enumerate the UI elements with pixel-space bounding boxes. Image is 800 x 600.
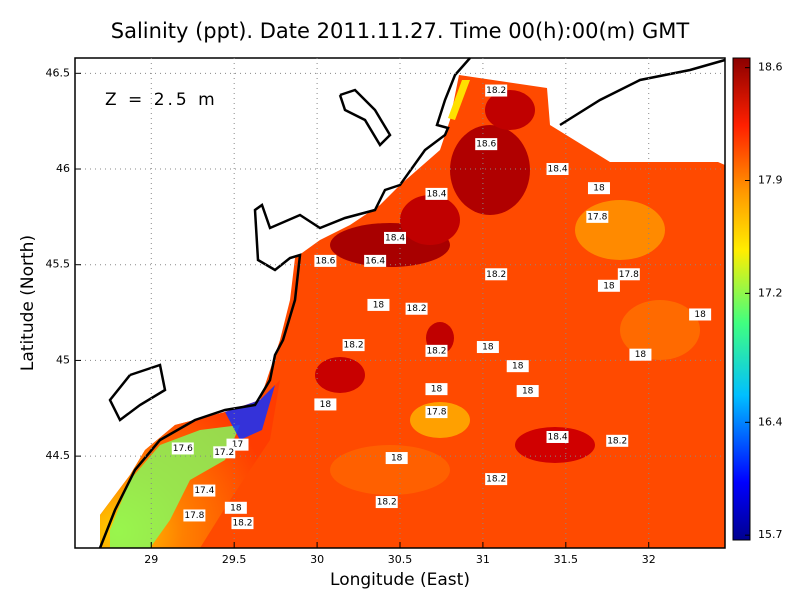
- contour-label: 18.4: [385, 233, 405, 243]
- contour-label-box: [485, 473, 508, 486]
- contour-label: 17.2: [214, 448, 234, 458]
- contour-label: 18: [320, 400, 332, 410]
- contour-label: 18.2: [486, 270, 506, 280]
- contour-label: 18.2: [486, 86, 506, 96]
- contour-label-box: [367, 298, 390, 311]
- contour-label-box: [606, 434, 629, 447]
- contour-label: 18: [391, 454, 403, 464]
- contour-label: 18: [593, 184, 605, 194]
- contour-label: 18.4: [426, 189, 446, 199]
- contour-label-box: [425, 383, 448, 396]
- contour-label: 18: [482, 343, 494, 353]
- contour-label: 18: [373, 300, 385, 310]
- x-tick-label: 31: [476, 553, 490, 566]
- contour-label-box: [506, 360, 529, 373]
- contour-label-box: [425, 344, 448, 357]
- contour-label: 17.8: [184, 511, 204, 521]
- contour-label: 17.8: [426, 408, 446, 418]
- contour-label-box: [689, 308, 712, 321]
- contour-label: 18: [635, 350, 647, 360]
- contour-label: 17: [232, 440, 243, 450]
- contour-label: 18.4: [548, 165, 568, 175]
- contour-label-box: [546, 163, 569, 176]
- x-axis-label: Longitude (East): [330, 570, 470, 590]
- contour-label-box: [384, 231, 407, 244]
- contour-label-box: [475, 138, 498, 151]
- colorbar-tick-label: 16.4: [758, 415, 783, 428]
- contour-label: 18.2: [486, 475, 506, 485]
- colorbar: [732, 57, 751, 541]
- contour-label: 18.2: [377, 498, 397, 508]
- contour-label: 18: [512, 362, 524, 372]
- colorbar-tick-label: 17.2: [758, 286, 783, 299]
- contour-label-box: [314, 254, 337, 267]
- contour-label: 18: [694, 310, 706, 320]
- x-tick-label: 29: [144, 553, 158, 566]
- contour-label-box: [193, 484, 216, 497]
- contour-label-box: [213, 446, 236, 459]
- contour-label-box: [224, 501, 247, 514]
- contour-label: 17.8: [619, 270, 639, 280]
- contour-label: 18: [230, 503, 242, 513]
- y-tick-label: 45.5: [46, 258, 71, 271]
- contour-label: 18.2: [407, 304, 427, 314]
- contour-label-box: [546, 430, 569, 443]
- contour-label-box: [231, 517, 254, 530]
- y-tick-label: 45: [56, 353, 70, 366]
- contour-label: 18.4: [548, 432, 568, 442]
- y-tick-label: 46.5: [46, 66, 71, 79]
- contour-label-box: [425, 187, 448, 200]
- contour-label-box: [364, 254, 387, 267]
- contour-label: 17.8: [587, 212, 607, 222]
- contour-label-box: [314, 398, 337, 411]
- x-tick-label: 32: [642, 553, 656, 566]
- contour-label: 18: [603, 281, 615, 291]
- contour-label: 17.6: [173, 444, 193, 454]
- contour-label-box: [171, 442, 194, 455]
- x-tick-label: 31.5: [554, 553, 579, 566]
- colorbar-tick-label: 15.7: [758, 528, 783, 541]
- x-tick-label: 30.5: [388, 553, 413, 566]
- contour-label-box: [375, 496, 398, 509]
- contour-label: 18.6: [476, 140, 496, 150]
- y-axis-label: Latitude (North): [18, 235, 38, 371]
- contour-label-box: [405, 302, 428, 315]
- contour-label: 18.2: [426, 346, 446, 356]
- contour-label-box: [476, 341, 499, 354]
- y-tick-label: 46: [56, 162, 70, 175]
- contour-label-box: [183, 509, 206, 522]
- contour-label-box: [587, 182, 610, 195]
- contour-label-box: [617, 268, 640, 281]
- contour-label-box: [516, 385, 539, 398]
- contour-label: 18.2: [607, 436, 627, 446]
- depth-annotation: Z = 2.5 m: [105, 90, 218, 110]
- x-tick-label: 30: [310, 553, 324, 566]
- contour-label: 18: [431, 385, 443, 395]
- contour-label-box: [629, 348, 652, 361]
- contour-label-box: [485, 268, 508, 281]
- coastline: [98, 57, 726, 549]
- contour-label: 18.2: [344, 341, 364, 351]
- contour-label-box: [425, 406, 448, 419]
- contour-label-box: [586, 210, 609, 223]
- y-tick-label: 44.5: [46, 449, 71, 462]
- contour-label: 18: [522, 387, 534, 397]
- contour-label-box: [342, 339, 365, 352]
- contour-label-box: [597, 279, 620, 292]
- chart-title: Salinity (ppt). Date 2011.11.27. Time 00…: [111, 19, 690, 43]
- contour-label: 17.4: [194, 486, 214, 496]
- x-tick-label: 29.5: [222, 553, 247, 566]
- contour-label-box: [385, 452, 408, 465]
- colorbar-tick-label: 17.9: [758, 174, 783, 187]
- contour-label: 18.6: [315, 256, 335, 266]
- contour-label: 16.4: [365, 256, 385, 266]
- contour-label-box: [485, 84, 508, 97]
- colorbar-tick-label: 18.6: [758, 61, 783, 74]
- contour-label: 18.2: [232, 519, 252, 529]
